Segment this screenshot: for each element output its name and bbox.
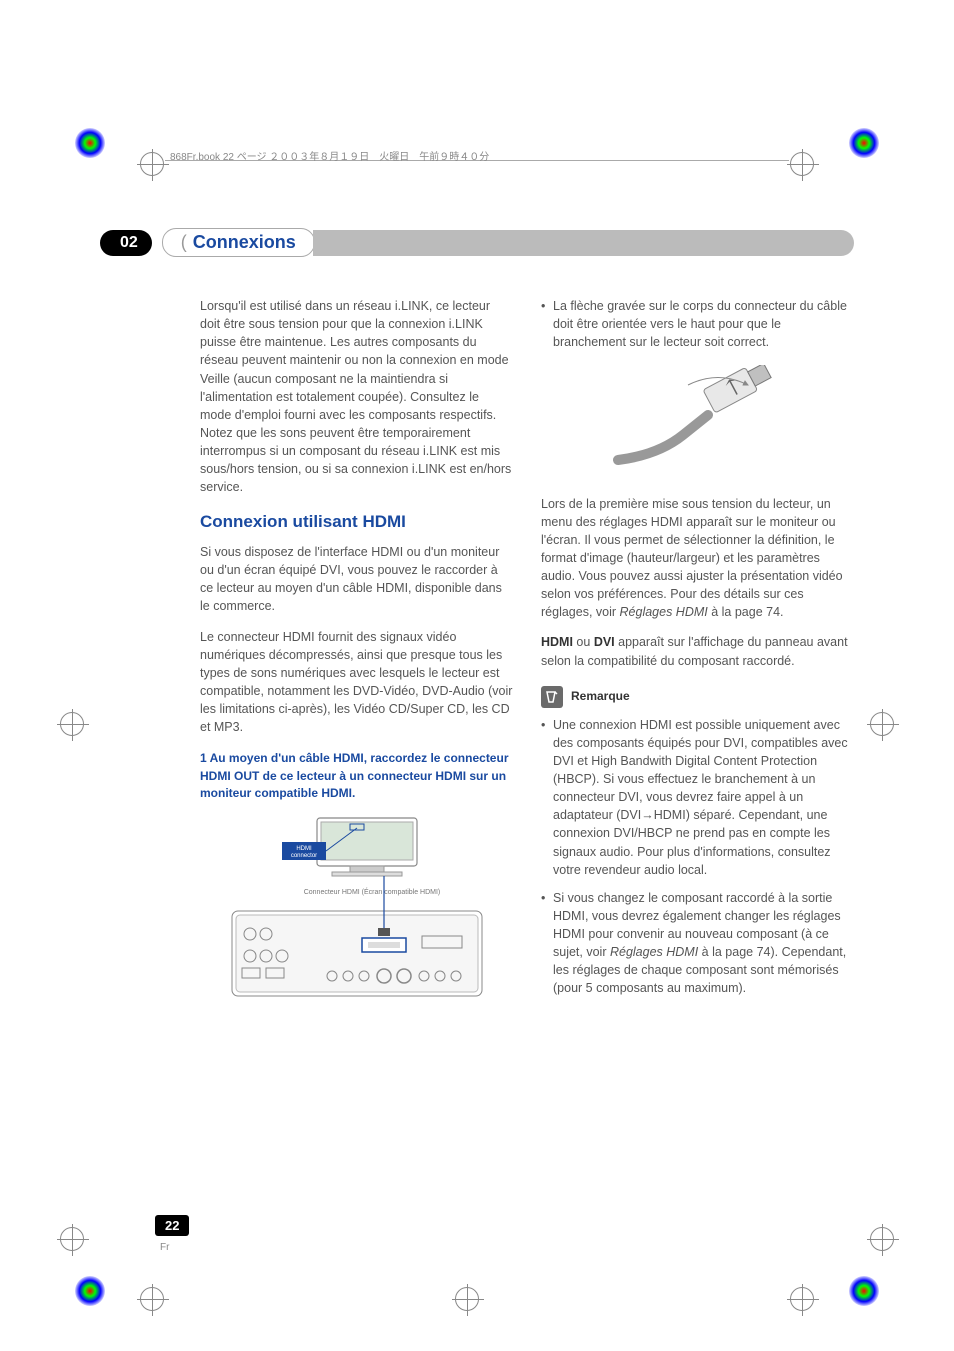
- chapter-header: 02 ( Connexions: [100, 228, 854, 257]
- body-paragraph: HDMI ou DVI apparaît sur l'affichage du …: [541, 633, 854, 669]
- note-list: Une connexion HDMI est possible uniqueme…: [541, 716, 854, 998]
- section-heading-hdmi: Connexion utilisant HDMI: [200, 510, 513, 535]
- note-header: Remarque: [541, 686, 854, 708]
- registration-mark: [790, 152, 814, 176]
- list-item: La flèche gravée sur le corps du connect…: [541, 297, 854, 351]
- connector-closeup-diagram: [541, 365, 854, 480]
- note-icon: [541, 686, 563, 708]
- paren-icon: (: [181, 232, 187, 253]
- language-code: Fr: [160, 1242, 169, 1253]
- text-run: Une connexion HDMI est possible uniqueme…: [553, 718, 848, 823]
- color-swatch: [75, 128, 105, 158]
- bullet-list: La flèche gravée sur le corps du connect…: [541, 297, 854, 351]
- connection-diagram: HDMI connector Connecteur HDMI (Écran co…: [200, 816, 513, 1021]
- step-instruction: 1 Au moyen d'un câble HDMI, raccordez le…: [200, 750, 513, 802]
- right-column: La flèche gravée sur le corps du connect…: [541, 297, 854, 1036]
- two-column-layout: Lorsqu'il est utilisé dans un réseau i.L…: [100, 297, 854, 1036]
- arrow-icon: →: [641, 808, 654, 822]
- note-label: Remarque: [571, 688, 630, 705]
- registration-mark: [790, 1287, 814, 1311]
- color-swatch: [849, 1276, 879, 1306]
- intro-paragraph: Lorsqu'il est utilisé dans un réseau i.L…: [200, 297, 513, 496]
- list-item: Une connexion HDMI est possible uniqueme…: [541, 716, 854, 879]
- term-hdmi: HDMI: [541, 635, 573, 649]
- body-paragraph: Si vous disposez de l'interface HDMI ou …: [200, 543, 513, 616]
- registration-mark: [60, 1227, 84, 1251]
- page-body: 02 ( Connexions Lorsqu'il est utilisé da…: [100, 228, 854, 1201]
- color-swatch: [75, 1276, 105, 1306]
- left-column: Lorsqu'il est utilisé dans un réseau i.L…: [200, 297, 513, 1036]
- registration-mark: [870, 1227, 894, 1251]
- body-paragraph: Le connecteur HDMI fournit des signaux v…: [200, 628, 513, 737]
- text-run: ou: [573, 635, 594, 649]
- text-run: Lors de la première mise sous tension du…: [541, 497, 843, 620]
- svg-text:connector: connector: [290, 853, 316, 859]
- diagram-hdmi-label: HDMI: [296, 846, 312, 852]
- cross-reference: Réglages HDMI: [610, 945, 698, 959]
- registration-mark: [60, 712, 84, 736]
- text-run: à la page 74.: [708, 605, 784, 619]
- diagram-svg: HDMI connector Connecteur HDMI (Écran co…: [222, 816, 492, 1016]
- page-number: 22: [155, 1215, 189, 1236]
- source-file-header: 868Fr.book 22 ページ ２００３年８月１９日 火曜日 午前９時４０分: [170, 148, 489, 163]
- registration-mark: [455, 1287, 479, 1311]
- chapter-number: 02: [100, 230, 152, 256]
- connector-svg: [608, 365, 788, 475]
- registration-mark: [140, 1287, 164, 1311]
- color-swatch: [849, 128, 879, 158]
- chapter-title: Connexions: [193, 232, 296, 253]
- list-item: Si vous changez le composant raccordé à …: [541, 889, 854, 998]
- diagram-caption: Connecteur HDMI (Écran compatible HDMI): [303, 887, 440, 896]
- registration-mark: [140, 152, 164, 176]
- chapter-rule: [313, 230, 854, 256]
- body-paragraph: Lors de la première mise sous tension du…: [541, 495, 854, 622]
- registration-mark: [870, 712, 894, 736]
- term-dvi: DVI: [594, 635, 615, 649]
- cross-reference: Réglages HDMI: [620, 605, 708, 619]
- chapter-title-pill: ( Connexions: [162, 228, 315, 257]
